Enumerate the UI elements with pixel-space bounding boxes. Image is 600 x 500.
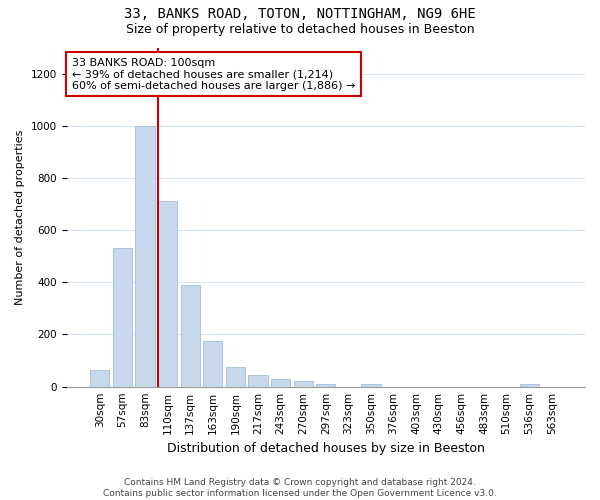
Y-axis label: Number of detached properties: Number of detached properties: [15, 130, 25, 305]
Bar: [361, 384, 380, 386]
Bar: [113, 248, 132, 386]
Bar: [271, 379, 290, 386]
Bar: [226, 367, 245, 386]
Bar: [293, 382, 313, 386]
Bar: [90, 370, 109, 386]
X-axis label: Distribution of detached houses by size in Beeston: Distribution of detached houses by size …: [167, 442, 485, 455]
Text: Contains HM Land Registry data © Crown copyright and database right 2024.
Contai: Contains HM Land Registry data © Crown c…: [103, 478, 497, 498]
Bar: [158, 202, 177, 386]
Bar: [181, 285, 200, 386]
Text: 33, BANKS ROAD, TOTON, NOTTINGHAM, NG9 6HE: 33, BANKS ROAD, TOTON, NOTTINGHAM, NG9 6…: [124, 8, 476, 22]
Bar: [248, 375, 268, 386]
Text: Size of property relative to detached houses in Beeston: Size of property relative to detached ho…: [125, 22, 475, 36]
Bar: [136, 126, 155, 386]
Bar: [316, 384, 335, 386]
Bar: [203, 341, 223, 386]
Text: 33 BANKS ROAD: 100sqm
← 39% of detached houses are smaller (1,214)
60% of semi-d: 33 BANKS ROAD: 100sqm ← 39% of detached …: [72, 58, 355, 91]
Bar: [520, 384, 539, 386]
